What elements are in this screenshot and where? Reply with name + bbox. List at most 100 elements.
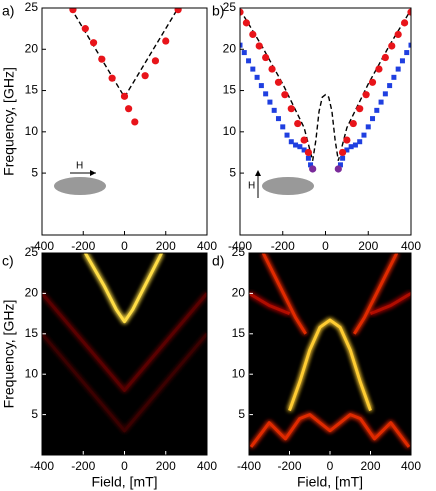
annotation: H: [248, 181, 255, 192]
x-tick-label: -200: [271, 239, 295, 253]
square-point: [254, 74, 260, 80]
resonance-curve: [42, 292, 207, 392]
x-tick-label: 400: [197, 459, 217, 473]
y-tick-label: 15: [25, 326, 39, 340]
resonance-curve: [288, 318, 372, 412]
dot-point: [304, 148, 312, 157]
arrow-head: [90, 170, 96, 176]
dot-point: [375, 65, 383, 73]
square-point: [340, 155, 346, 161]
plot-area: [240, 8, 411, 173]
inset-a: H: [54, 161, 106, 195]
y-tick-label: 5: [229, 165, 236, 179]
square-point: [370, 116, 376, 122]
y-tick-label: 20: [223, 41, 237, 55]
square-point: [365, 124, 371, 130]
panel: -400 -200 0 200 400 5 10 15 20 25 c) Frequency, [GH…: [1, 245, 218, 490]
y-tick-label: 15: [223, 83, 237, 97]
panel: -400 -200 0 200 400 5 10 15 20 25b): [212, 0, 421, 253]
x-tick-label: 0: [327, 459, 334, 473]
x-tick-label: -200: [71, 459, 95, 473]
panel: -400 -200 0 200 400 5 10 15 20 25 a) Frequency, [GH…: [1, 0, 218, 253]
dot-point: [339, 148, 347, 157]
axes-frame: [248, 252, 412, 456]
square-point: [357, 139, 363, 145]
y-tick-label: 25: [25, 245, 39, 259]
dot-point: [141, 72, 149, 80]
heatmap-background: [249, 253, 411, 455]
square-point: [404, 50, 410, 56]
x-tick-label: 0: [322, 239, 329, 253]
x-tick-label: 400: [197, 239, 217, 253]
square-point: [297, 144, 303, 150]
dot-point: [287, 105, 295, 113]
dot-point: [249, 30, 257, 39]
square-point: [258, 83, 264, 89]
dot-point: [334, 165, 342, 173]
square-point: [246, 58, 252, 64]
y-tick-label: 25: [25, 0, 39, 14]
square-point: [275, 116, 281, 122]
y-tick-label: 5: [31, 165, 38, 179]
square-point: [348, 144, 354, 150]
resonance-curve: [261, 253, 307, 335]
y-tick-label: 10: [25, 366, 39, 380]
square-point: [374, 107, 380, 113]
dot-point: [89, 39, 98, 47]
resonance-curve: [369, 292, 411, 315]
sample: [262, 177, 314, 195]
dashed-line: [240, 9, 411, 161]
square-point: [395, 66, 401, 72]
square-point: [241, 50, 247, 56]
y-tick-label: 15: [232, 326, 246, 340]
dot-point: [151, 57, 160, 65]
y-tick-label: 10: [25, 124, 39, 138]
y-tick-label: 15: [25, 83, 39, 97]
square-point: [288, 139, 294, 145]
plot-area: [69, 8, 182, 126]
dot-point: [343, 136, 351, 144]
dashed-line: [70, 8, 179, 99]
plot-area: [249, 253, 411, 448]
y-axis-label: Frequency, [GHz]: [1, 300, 17, 409]
square-point: [361, 132, 367, 138]
x-tick-label: -400: [30, 459, 54, 473]
square-point: [263, 91, 269, 97]
y-tick-label: 20: [232, 286, 246, 300]
x-axis-label: Field, [mT]: [297, 474, 363, 490]
dot-point: [240, 8, 244, 16]
axes-frame: [239, 7, 412, 236]
dot-point: [268, 65, 276, 73]
y-tick-label: 5: [31, 407, 38, 421]
resonance-curve: [42, 332, 207, 433]
dot-point: [356, 105, 364, 113]
x-tick-label: -200: [71, 239, 95, 253]
panel: -400 -200 0 200 400 5 10 15 20 25 d) Field, [mT]: [212, 245, 421, 490]
x-tick-label: 400: [401, 459, 421, 473]
plot-area: [42, 253, 207, 433]
square-point: [399, 58, 405, 64]
x-tick-label: 0: [121, 459, 128, 473]
dot-point: [362, 91, 370, 99]
dot-point: [281, 91, 289, 99]
resonance-curve: [353, 253, 399, 335]
dot-point: [120, 92, 129, 100]
resonance-curve: [249, 292, 291, 315]
y-tick-label: 25: [232, 245, 246, 259]
x-tick-label: -400: [237, 459, 261, 473]
square-point: [284, 132, 290, 138]
square-point: [344, 147, 350, 153]
dot-point: [174, 8, 182, 14]
dot-point: [309, 165, 317, 173]
dot-point: [131, 118, 139, 126]
dot-point: [300, 136, 308, 144]
square-point: [337, 162, 343, 168]
panel-label: a): [2, 3, 14, 19]
square-point: [387, 83, 393, 89]
panel-label: b): [212, 3, 224, 19]
square-point: [352, 142, 358, 148]
square-point: [382, 91, 388, 97]
dot-point: [262, 53, 270, 62]
panel-label: c): [2, 253, 14, 269]
